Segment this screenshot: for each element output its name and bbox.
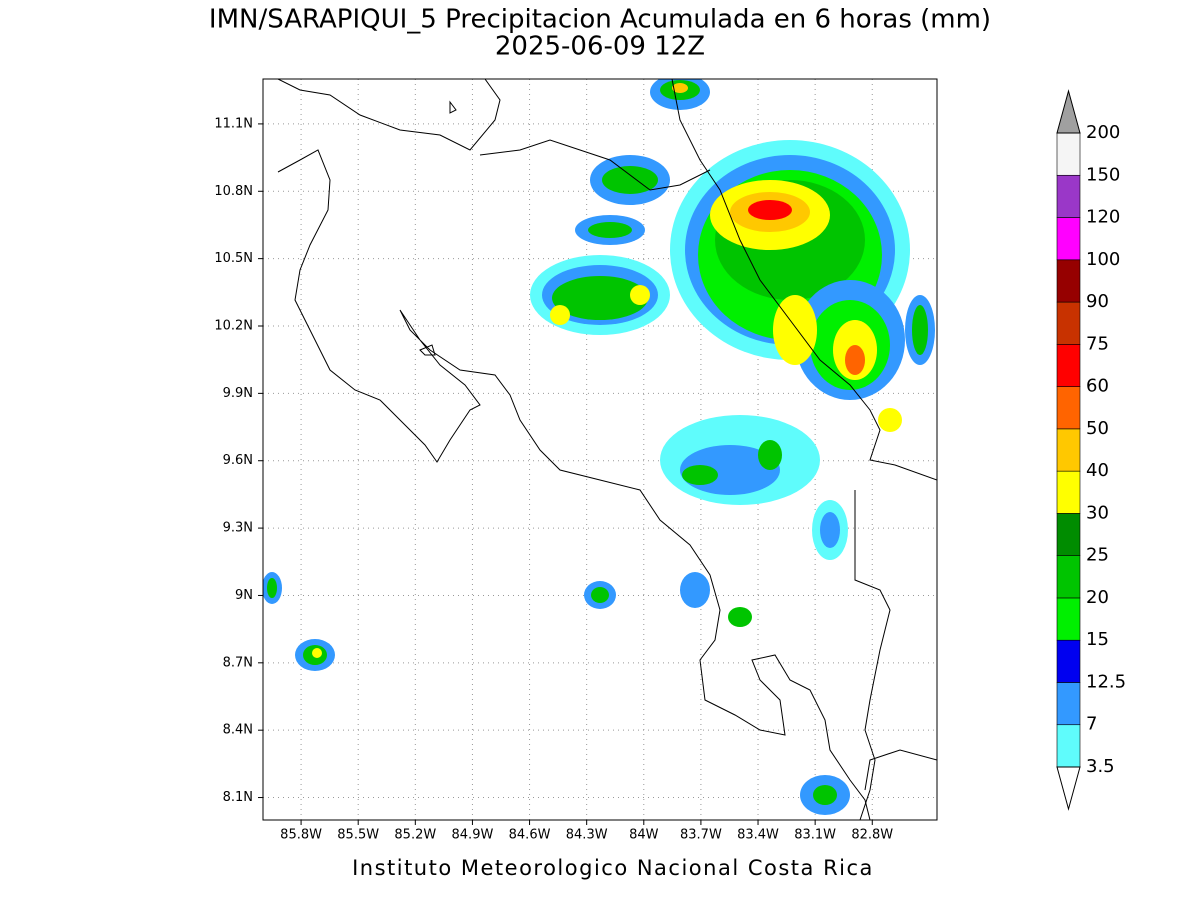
colorbar-label: 7 bbox=[1086, 714, 1097, 735]
colorbar-label: 60 bbox=[1086, 376, 1109, 397]
y-tick-label: 10.5N bbox=[214, 251, 253, 266]
colorbar-over bbox=[1056, 89, 1081, 134]
y-tick-label: 9.9N bbox=[223, 386, 253, 401]
colorbar-label: 25 bbox=[1086, 545, 1109, 566]
colorbar-segment bbox=[1056, 132, 1081, 176]
x-tick-label: 84W bbox=[629, 828, 659, 843]
colorbar-label: 150 bbox=[1086, 164, 1120, 185]
x-tick-label: 83.4W bbox=[737, 828, 779, 843]
y-tick-label: 10.2N bbox=[214, 319, 253, 334]
y-tick-label: 9.6N bbox=[223, 453, 253, 468]
colorbar-segment bbox=[1056, 174, 1081, 218]
x-tick-label: 85.5W bbox=[337, 828, 379, 843]
x-tick-label: 82.8W bbox=[851, 828, 893, 843]
colorbar-label: 30 bbox=[1086, 502, 1109, 523]
colorbar-segment bbox=[1056, 724, 1081, 768]
x-tick-label: 83.1W bbox=[794, 828, 836, 843]
colorbar-label: 75 bbox=[1086, 333, 1109, 354]
y-tick-label: 10.8N bbox=[214, 184, 253, 199]
colorbar-label: 50 bbox=[1086, 418, 1109, 439]
colorbar-label: 3.5 bbox=[1086, 756, 1115, 777]
precipitation bbox=[263, 79, 935, 815]
y-tick-label: 8.7N bbox=[223, 655, 253, 670]
x-tick-label: 85.8W bbox=[280, 828, 322, 843]
y-tick-label: 9.3N bbox=[223, 521, 253, 536]
colorbar-segment bbox=[1056, 470, 1081, 514]
x-tick-label: 83.7W bbox=[680, 828, 722, 843]
rain-cell bbox=[670, 140, 910, 400]
title: IMN/SARAPIQUI_5 Precipitacion Acumulada … bbox=[209, 5, 991, 35]
colorbar-segment bbox=[1056, 301, 1081, 345]
y-tick-label: 8.1N bbox=[223, 790, 253, 805]
colorbar-label: 90 bbox=[1086, 291, 1109, 312]
colorbar-label: 40 bbox=[1086, 460, 1109, 481]
colorbar-segment bbox=[1056, 555, 1081, 599]
colorbar-segment bbox=[1056, 344, 1081, 387]
x-tick-label: 84.6W bbox=[509, 828, 551, 843]
colorbar-segment bbox=[1056, 428, 1081, 472]
colorbar-label: 100 bbox=[1086, 249, 1120, 270]
subtitle: 2025-06-09 12Z bbox=[495, 32, 705, 62]
footer: Instituto Meteorologico Nacional Costa R… bbox=[352, 856, 874, 880]
coastlines bbox=[277, 79, 937, 820]
colorbar-segment bbox=[1056, 217, 1081, 261]
x-tick-label: 84.9W bbox=[452, 828, 494, 843]
colorbar-label: 15 bbox=[1086, 629, 1109, 650]
colorbar-label: 120 bbox=[1086, 207, 1120, 228]
rain-cell bbox=[530, 79, 710, 335]
colorbar-label: 12.5 bbox=[1086, 671, 1126, 692]
colorbar-segment bbox=[1056, 682, 1081, 726]
colorbar-under bbox=[1056, 766, 1081, 811]
rain-cell bbox=[263, 295, 935, 815]
y-tick-label: 9N bbox=[235, 588, 253, 603]
x-tick-label: 84.3W bbox=[566, 828, 608, 843]
colorbar-label: 200 bbox=[1086, 122, 1120, 143]
colorbar-segment bbox=[1056, 386, 1081, 430]
y-tick-label: 11.1N bbox=[214, 116, 253, 131]
colorbar-label: 20 bbox=[1086, 587, 1109, 608]
colorbar-segment bbox=[1056, 513, 1081, 556]
colorbar-segment bbox=[1056, 639, 1081, 683]
plot-frame bbox=[262, 78, 938, 821]
colorbar-segment bbox=[1056, 259, 1081, 303]
colorbar-segment bbox=[1056, 597, 1081, 641]
colorbar: 3.5 7 12.5 15 20 25 30 40 50 60 75 90 100 120 150 200 bbox=[1056, 89, 1126, 811]
x-tick-label: 85.2W bbox=[394, 828, 436, 843]
y-tick-label: 8.4N bbox=[223, 723, 253, 738]
